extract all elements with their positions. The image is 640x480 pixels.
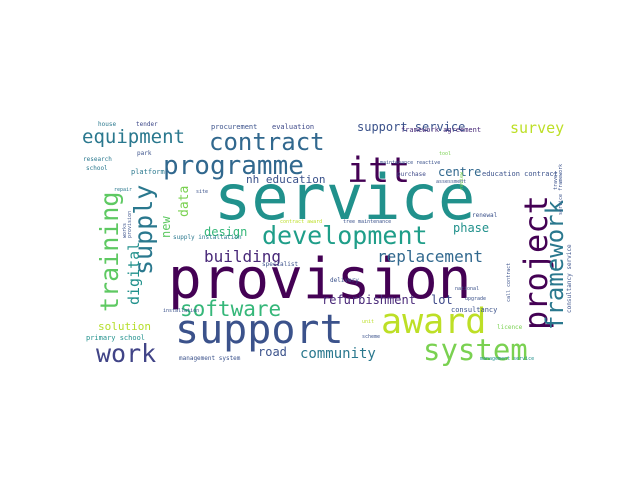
- word-40: school: [86, 165, 108, 172]
- word-55: specialist: [262, 261, 299, 268]
- word-10: itt: [347, 151, 410, 191]
- word-26: data: [177, 186, 192, 217]
- word-47: assessment: [436, 179, 466, 185]
- word-45: maintenance reactive: [380, 160, 440, 166]
- word-51: contract award: [280, 219, 322, 225]
- word-54: supply installation: [173, 234, 242, 241]
- word-58: consultancy: [451, 306, 497, 314]
- word-66: management service: [480, 356, 534, 362]
- word-34: evaluation: [272, 123, 314, 131]
- word-38: research: [83, 156, 112, 163]
- word-cloud-background: [80, 112, 560, 370]
- word-30: lot: [431, 293, 453, 307]
- word-69: call contract: [506, 263, 512, 302]
- word-6: project: [517, 195, 555, 330]
- word-2: provision: [168, 247, 471, 312]
- word-67: works: [122, 223, 128, 238]
- word-16: equipment: [82, 126, 185, 148]
- word-28: phase: [453, 221, 489, 235]
- word-15: software: [180, 297, 281, 321]
- word-43: site: [196, 189, 208, 195]
- word-60: installation: [163, 308, 199, 314]
- word-8: contract: [209, 128, 325, 156]
- word-42: repair: [114, 187, 132, 193]
- word-50: consultancy service: [566, 244, 573, 313]
- word-11: framework: [541, 199, 569, 330]
- word-49: service framework: [558, 164, 564, 215]
- word-12: supply: [129, 185, 158, 275]
- word-46: purchase: [397, 171, 426, 178]
- word-29: solution: [98, 320, 151, 333]
- word-17: replacement: [377, 247, 483, 266]
- word-18: community: [300, 346, 376, 362]
- word-19: survey: [510, 119, 564, 137]
- word-53: renewal: [472, 212, 498, 219]
- word-64: primary school: [86, 334, 145, 342]
- word-44: tool: [439, 151, 451, 157]
- word-37: tender: [136, 121, 158, 128]
- word-23: refurbishment: [322, 293, 416, 307]
- word-41: platform: [131, 168, 165, 176]
- word-4: award: [381, 302, 486, 342]
- word-62: scheme: [362, 334, 380, 340]
- word-63: licence: [497, 324, 523, 331]
- word-56: delivery: [330, 277, 359, 284]
- word-48: education contract: [482, 170, 558, 178]
- word-65: management system: [179, 355, 241, 362]
- word-7: programme: [163, 151, 304, 181]
- word-36: house: [98, 121, 116, 128]
- word-25: design: [204, 225, 247, 239]
- word-3: support: [175, 307, 344, 353]
- word-14: work: [96, 339, 156, 368]
- word-57: national: [455, 286, 479, 292]
- word-1: service: [214, 161, 475, 234]
- word-22: support service: [357, 120, 465, 134]
- word-39: park: [137, 150, 152, 157]
- word-68: provision: [127, 211, 133, 238]
- word-9: development: [262, 221, 428, 250]
- word-24: nh education: [246, 173, 325, 186]
- word-35: framework agreement: [401, 126, 481, 134]
- word-13: training: [95, 192, 124, 312]
- word-61: unit: [362, 319, 374, 325]
- word-70: review: [459, 171, 465, 190]
- word-5: system: [423, 333, 528, 367]
- word-71: travel: [553, 172, 559, 190]
- word-33: procurement: [211, 123, 257, 131]
- word-52: tree maintenance: [343, 219, 391, 225]
- word-27: centre: [438, 165, 481, 179]
- word-20: building: [204, 247, 281, 266]
- word-59: upgrade: [465, 296, 486, 302]
- word-31: road: [258, 345, 287, 359]
- word-21: digital: [125, 242, 143, 305]
- word-32: new: [159, 216, 173, 238]
